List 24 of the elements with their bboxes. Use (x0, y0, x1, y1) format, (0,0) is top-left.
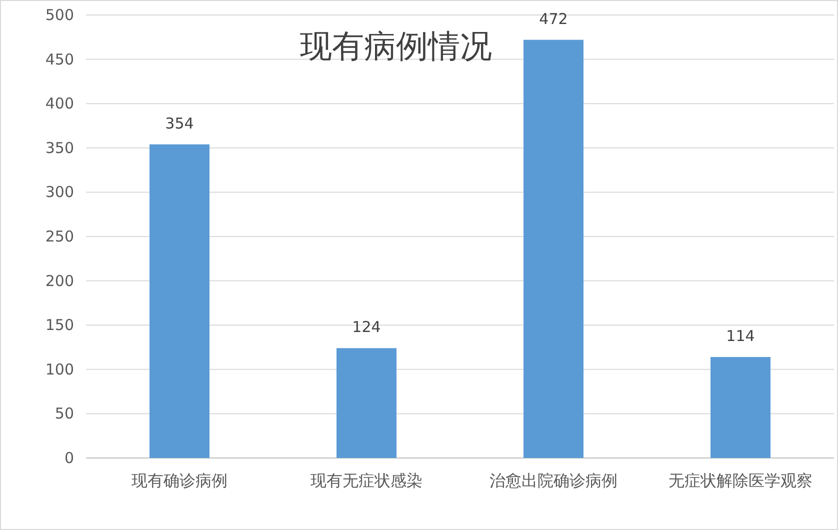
x-tick-label: 无症状解除医学观察 (668, 471, 812, 490)
y-tick-label: 200 (45, 272, 74, 290)
y-tick-label: 300 (45, 183, 74, 202)
y-tick-label: 450 (45, 50, 74, 68)
bar (336, 348, 396, 458)
data-label: 114 (726, 326, 755, 345)
chart-title: 现有病例情况 (300, 27, 492, 65)
x-tick-label: 现有无症状感染 (310, 471, 422, 490)
y-tick-label: 100 (45, 360, 74, 378)
y-tick-label: 150 (45, 316, 74, 334)
data-label: 472 (539, 10, 568, 28)
y-tick-label: 500 (45, 6, 74, 24)
y-tick-label: 50 (54, 404, 74, 423)
bar (150, 144, 210, 458)
bar (524, 40, 584, 458)
x-tick-label: 治愈出院确诊病例 (490, 471, 618, 490)
bar (710, 356, 770, 458)
data-label: 354 (165, 114, 194, 132)
y-tick-label: 0 (64, 449, 74, 467)
data-label: 124 (352, 318, 381, 336)
x-tick-label: 现有确诊病例 (132, 471, 228, 490)
y-tick-label: 400 (45, 94, 74, 113)
y-tick-label: 350 (45, 138, 74, 157)
y-tick-label: 250 (45, 228, 74, 246)
